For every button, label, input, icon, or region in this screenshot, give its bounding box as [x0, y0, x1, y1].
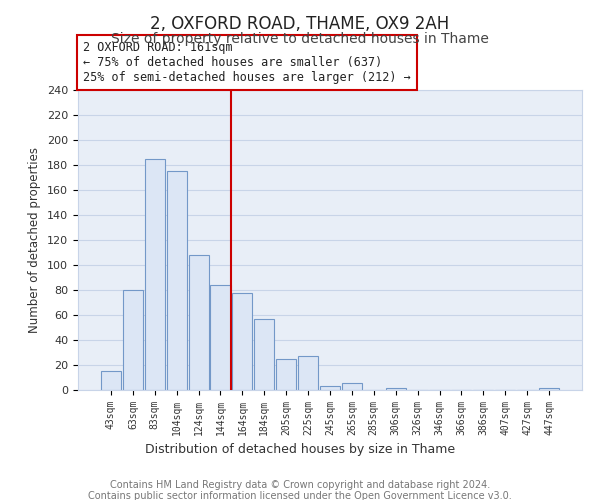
- Y-axis label: Number of detached properties: Number of detached properties: [28, 147, 41, 333]
- Text: Contains HM Land Registry data © Crown copyright and database right 2024.: Contains HM Land Registry data © Crown c…: [110, 480, 490, 490]
- Text: Size of property relative to detached houses in Thame: Size of property relative to detached ho…: [111, 32, 489, 46]
- Bar: [276, 359, 296, 390]
- Bar: [101, 371, 121, 390]
- Bar: [145, 159, 165, 390]
- Bar: [254, 319, 274, 390]
- Bar: [167, 171, 187, 390]
- Bar: [342, 382, 362, 390]
- Bar: [188, 255, 209, 390]
- Bar: [123, 290, 143, 390]
- Bar: [298, 356, 318, 390]
- Bar: [320, 386, 340, 390]
- Text: Contains public sector information licensed under the Open Government Licence v3: Contains public sector information licen…: [88, 491, 512, 500]
- Text: 2, OXFORD ROAD, THAME, OX9 2AH: 2, OXFORD ROAD, THAME, OX9 2AH: [151, 15, 449, 33]
- Text: Distribution of detached houses by size in Thame: Distribution of detached houses by size …: [145, 442, 455, 456]
- Bar: [211, 285, 230, 390]
- Bar: [386, 388, 406, 390]
- Bar: [232, 292, 253, 390]
- Text: 2 OXFORD ROAD: 161sqm
← 75% of detached houses are smaller (637)
25% of semi-det: 2 OXFORD ROAD: 161sqm ← 75% of detached …: [83, 41, 411, 84]
- Bar: [539, 388, 559, 390]
